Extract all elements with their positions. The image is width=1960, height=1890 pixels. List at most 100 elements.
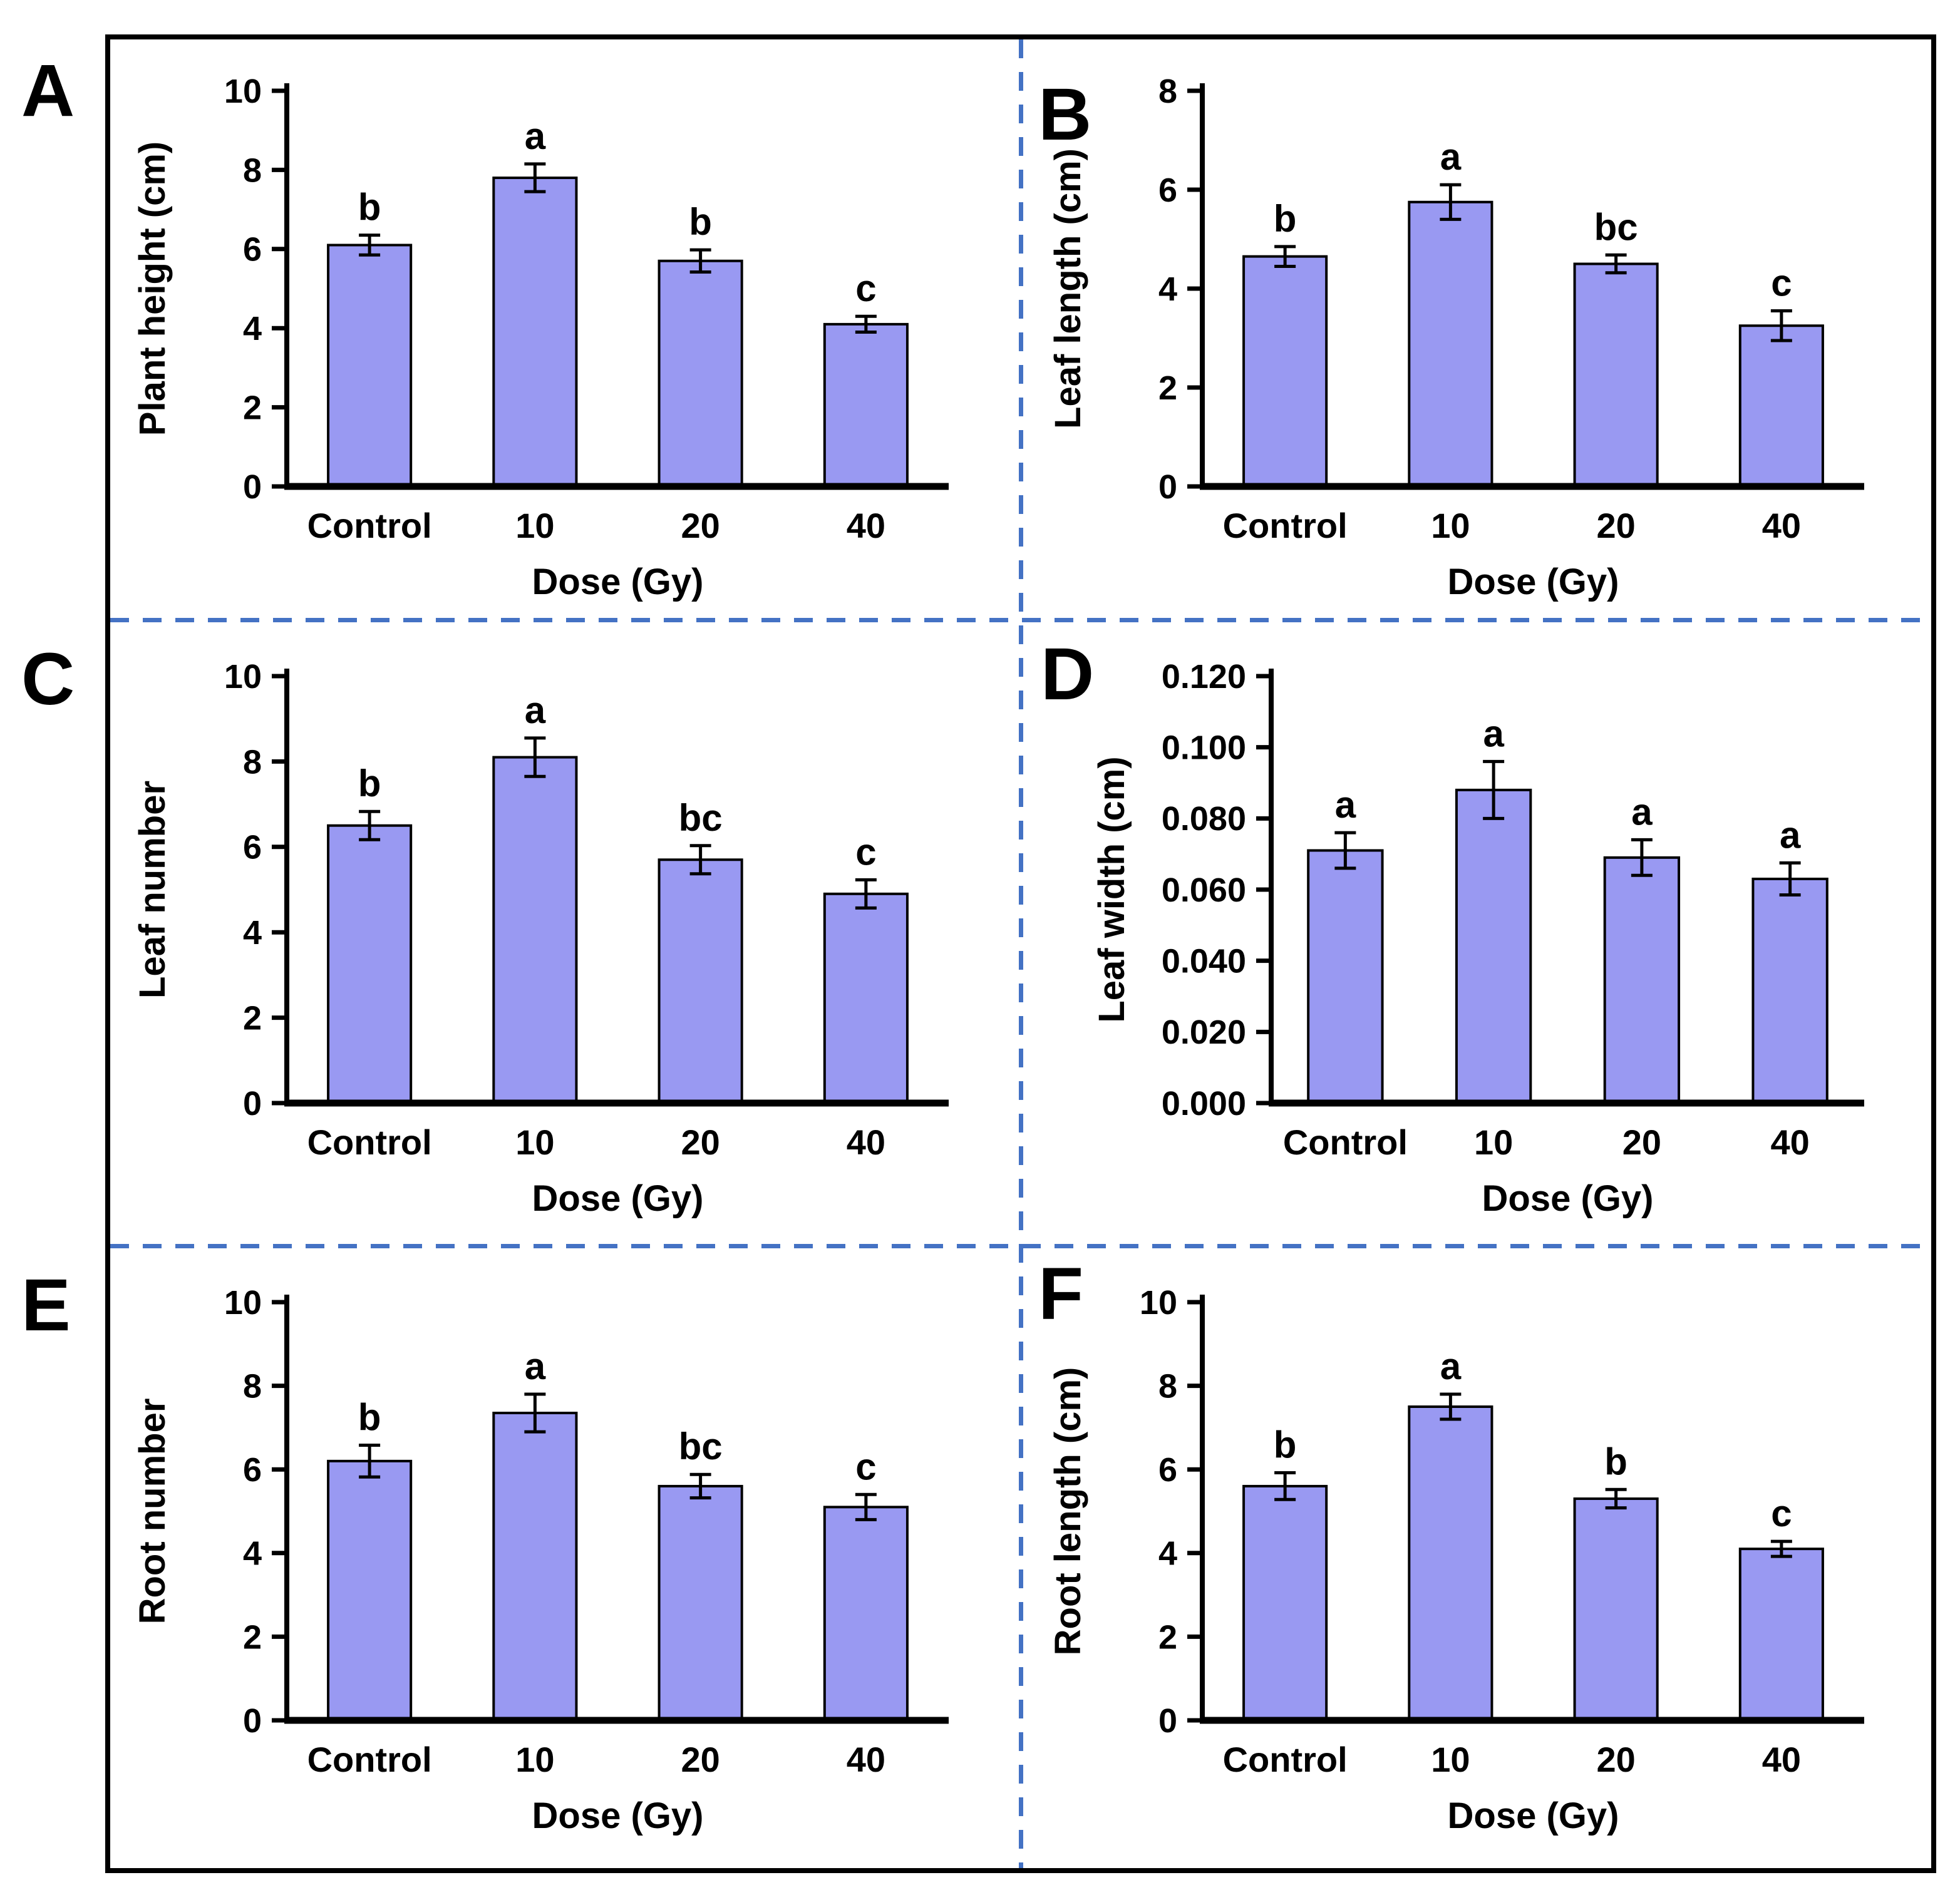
significance-letter: c [855,831,876,873]
significance-letter: c [1771,1492,1792,1534]
y-tick-label: 10 [1140,1284,1177,1322]
panel-d-chart: 0.000 0.020 0.040 0.060 0.080 0.100 0.120 a Cont… [1091,658,1864,1219]
x-axis-title: Dose (Gy) [1448,1795,1619,1836]
panel-label-b: B [1038,73,1092,156]
y-tick-label: 2 [1158,369,1177,407]
panel-f-chart: 0 2 4 6 8 10 b Control a 10 b 20 c 40 Dose (Gy) Root le… [1048,1284,1864,1836]
category-label: 40 [847,1740,885,1779]
y-tick-label: 0.100 [1162,729,1246,767]
category-label: Control [1223,1740,1348,1779]
y-tick-label: 8 [243,1368,262,1405]
panel-label-f: F [1038,1253,1084,1335]
y-tick-label: 4 [243,310,262,347]
y-tick-label: 6 [1158,172,1177,209]
category-label: 10 [1431,506,1470,545]
significance-letter: b [689,201,712,243]
y-tick-label: 2 [243,389,262,427]
category-label: Control [307,506,432,545]
y-tick-label: 0 [1158,468,1177,506]
category-label: 40 [1762,1740,1801,1779]
significance-letter: a [1631,791,1653,833]
bar [1455,788,1532,1104]
bar [1408,1405,1493,1722]
category-label: 10 [1474,1122,1513,1162]
bar [327,1459,413,1722]
category-label: 10 [515,1122,554,1162]
category-label: 10 [515,506,554,545]
category-label: 20 [1596,1740,1635,1779]
category-label: Control [307,1122,432,1162]
x-axis-title: Dose (Gy) [532,1178,704,1219]
bar [327,824,413,1104]
significance-letter: bc [679,797,723,839]
category-label: 20 [681,1740,720,1779]
category-label: 40 [1762,506,1801,545]
y-axis-title: Root length (cm) [1048,1367,1088,1656]
x-axis-title: Dose (Gy) [532,562,704,602]
x-axis-title: Dose (Gy) [1448,562,1619,602]
y-tick-label: 4 [243,1535,262,1573]
figure-frame [105,34,1936,1873]
horizontal-divider-top [110,618,1931,622]
bar [658,1484,743,1722]
significance-letter: a [525,1345,546,1387]
category-label: Control [1283,1122,1408,1162]
bar [1242,1484,1328,1722]
bar [823,1506,909,1722]
bar [1738,1548,1824,1722]
category-label: 40 [847,1122,885,1162]
y-tick-label: 0.040 [1162,943,1246,980]
significance-letter: a [1780,814,1801,856]
y-tick-label: 6 [243,829,262,866]
bar [1307,849,1384,1104]
panel-label-d: D [1041,633,1095,716]
category-label: 40 [1770,1122,1809,1162]
significance-letter: a [525,115,546,157]
panel-c-chart: 0 2 4 6 8 10 b Control a 10 bc 20 c 40 Dose (Gy) Leaf n… [132,658,949,1219]
y-tick-label: 0.080 [1162,800,1246,838]
y-tick-label: 0 [243,1085,262,1122]
y-tick-label: 8 [243,152,262,189]
category-label: Control [307,1740,432,1779]
y-tick-label: 8 [1158,1368,1177,1405]
panel-label-a: A [21,49,75,132]
significance-letter: bc [1594,206,1638,248]
y-tick-label: 2 [1158,1618,1177,1656]
y-axis-title: Leaf width (cm) [1091,756,1132,1022]
y-tick-label: 2 [243,1618,262,1656]
y-axis-title: Root number [132,1399,173,1625]
category-label: 10 [515,1740,554,1779]
vertical-divider [1019,39,1023,1868]
category-label: 10 [1431,1740,1470,1779]
bar [1573,262,1659,488]
bar [823,892,909,1104]
y-tick-label: 8 [243,743,262,781]
y-tick-label: 6 [243,1451,262,1489]
significance-letter: b [358,763,381,804]
bar [492,177,578,488]
y-tick-label: 0 [1158,1702,1177,1740]
significance-letter: b [1604,1441,1627,1482]
bar [1408,200,1493,488]
y-tick-label: 10 [224,1284,262,1322]
bar [327,244,413,488]
category-label: 40 [847,506,885,545]
x-axis-title: Dose (Gy) [532,1795,704,1836]
significance-letter: b [358,1396,381,1438]
y-tick-label: 0.060 [1162,871,1246,909]
y-tick-label: 2 [243,1000,262,1037]
significance-letter: b [358,187,381,229]
bar [658,858,743,1104]
y-axis-title: Leaf number [132,781,173,999]
category-label: Control [1223,506,1348,545]
y-tick-label: 0 [243,468,262,506]
bar [492,1412,578,1722]
y-tick-label: 10 [224,73,262,110]
y-tick-label: 6 [1158,1451,1177,1489]
bar [1573,1497,1659,1722]
significance-letter: c [855,267,876,309]
panel-e-chart: 0 2 4 6 8 10 b Control a 10 bc 20 c 40 Dose (Gy) Root n… [132,1284,949,1836]
category-label: 20 [1622,1122,1661,1162]
significance-letter: a [525,689,546,731]
